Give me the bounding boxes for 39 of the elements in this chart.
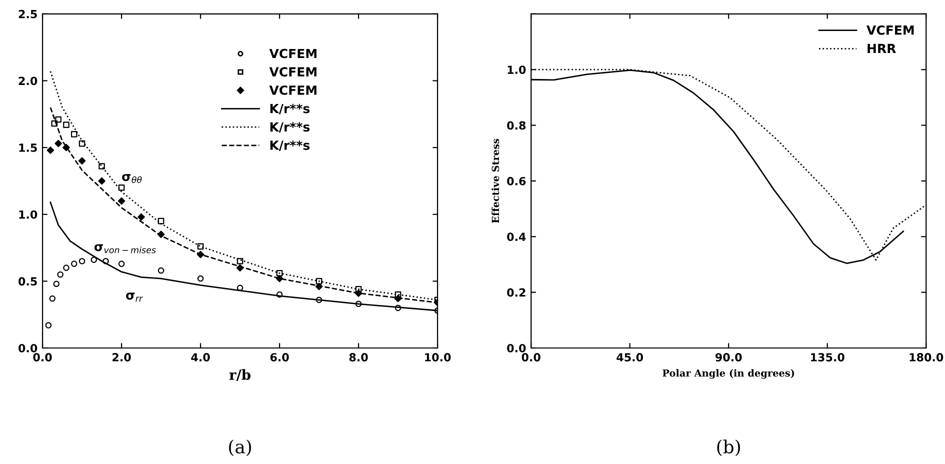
y-tick-label: 0.8 (507, 121, 526, 130)
y-tick-label: 1.0 (508, 66, 526, 74)
x-tick-label: 2.0 (112, 353, 131, 362)
x-tick-label: 10.0 (425, 353, 451, 362)
x-tick-label: 4.0 (191, 353, 210, 362)
x-tick-label: 6.0 (270, 353, 289, 362)
y-tick-label: 2.0 (18, 76, 38, 86)
legend-label: VCFEM (269, 48, 316, 58)
x-tick-label: 45.0 (616, 353, 644, 362)
legend-label: VCFEM (269, 67, 316, 77)
legend-label: K/r**s (270, 104, 310, 114)
legend-label: K/r**s (270, 122, 310, 133)
y-tick-label: 0.6 (507, 176, 526, 186)
x-tick-label: 0.0 (33, 353, 52, 362)
y-tick-label: 1.0 (19, 210, 38, 219)
x-axis-title: r/b (229, 369, 251, 382)
legend-label: VCFEM (269, 85, 316, 95)
text: (b) (717, 440, 740, 456)
annotation: σ$_{θθ}$ (122, 174, 142, 184)
y-tick-label: 0.0 (507, 344, 526, 352)
legend-label: K/r**s (270, 140, 310, 151)
y-tick-label: 0.2 (507, 288, 526, 297)
annotation: σ$_{rr}$ (126, 292, 143, 302)
x-tick-label: 180.0 (910, 353, 944, 362)
x-tick-label: 90.0 (715, 353, 742, 362)
legend-label: VCFEM (866, 25, 914, 35)
x-tick-label: 8.0 (349, 353, 368, 362)
legend-label: HRR (868, 44, 896, 54)
y-tick-label: 1.5 (19, 144, 37, 152)
y-tick-label: 0.4 (507, 232, 526, 242)
annotation: σ$_{von−mises}$ (94, 244, 156, 254)
x-tick-label: 135.0 (811, 353, 844, 362)
y-tick-label: 2.5 (18, 10, 37, 18)
x-axis-title: Polar Angle (in degrees) (662, 369, 794, 379)
x-tick-label: 0.0 (522, 353, 540, 362)
y-tick-label: 0.5 (18, 277, 37, 286)
text: (a) (229, 440, 252, 456)
y-tick-label: 0.0 (18, 344, 38, 352)
y-axis-title: Effective Stress (492, 138, 500, 224)
